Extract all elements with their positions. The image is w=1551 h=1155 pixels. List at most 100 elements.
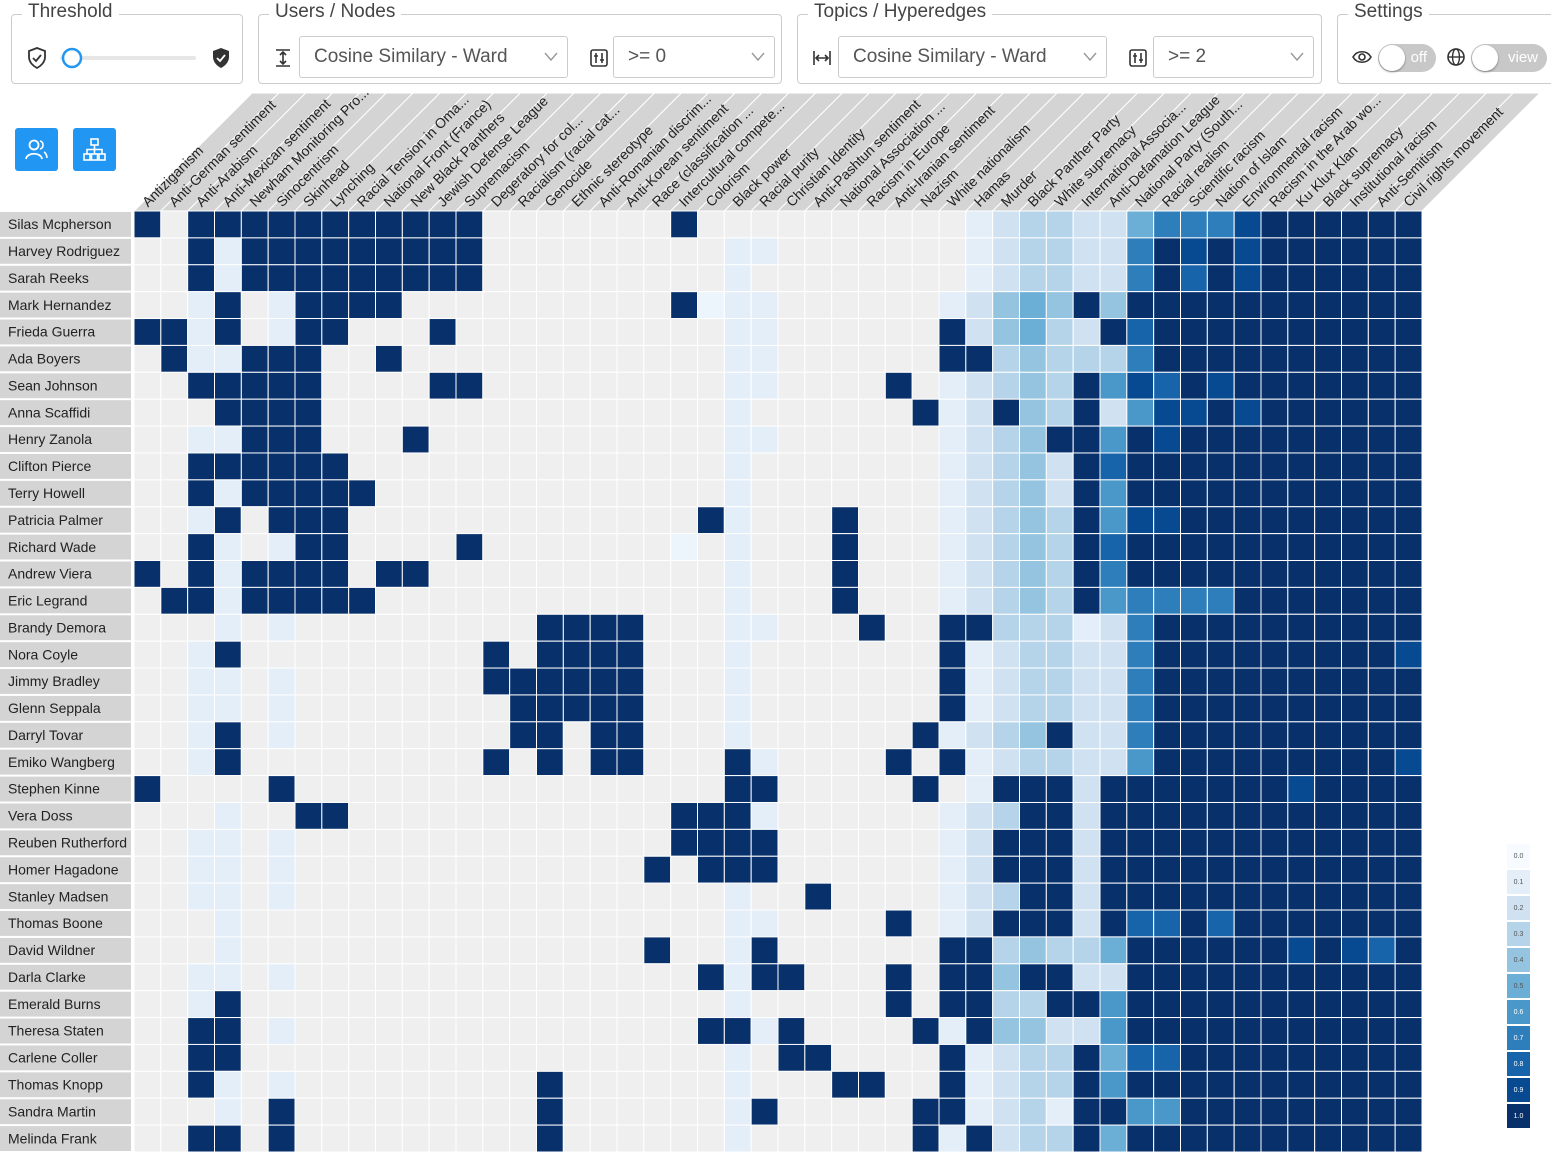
cell: [1126, 828, 1155, 857]
cell: [723, 775, 752, 803]
cell: [1072, 882, 1101, 911]
cell: [1287, 775, 1316, 803]
cell: [214, 694, 242, 723]
cell: [911, 936, 940, 965]
cell: [1099, 1017, 1128, 1045]
cell: [1314, 667, 1342, 696]
colorbar-label: 1.0: [1514, 1113, 1524, 1120]
cell: [723, 1070, 752, 1099]
cell: [777, 1124, 806, 1153]
cell: [455, 801, 484, 830]
cell: [723, 1097, 752, 1126]
colorbar-swatch: [1507, 870, 1530, 894]
cell: [187, 398, 216, 427]
cell: [1367, 371, 1396, 400]
width-icon: [813, 51, 831, 65]
cell: [401, 264, 430, 293]
cell: [1072, 506, 1101, 535]
cell: [992, 1070, 1021, 1099]
cell: [1341, 1017, 1369, 1045]
cell: [723, 560, 752, 588]
cell: [1126, 1070, 1155, 1099]
cell: [1314, 855, 1342, 884]
cell: [1314, 909, 1342, 938]
cell: [965, 721, 994, 750]
cell: [723, 721, 752, 750]
cell: [750, 828, 779, 857]
row-header: [0, 937, 131, 963]
cell: [1153, 801, 1181, 830]
cell: [187, 640, 216, 669]
cell: [1072, 1070, 1101, 1099]
cell: [858, 909, 886, 938]
user-button[interactable]: [15, 128, 58, 171]
users-method-select[interactable]: Cosine Similary - Ward: [299, 36, 568, 78]
row-header: [0, 453, 131, 479]
eye-icon: [1352, 50, 1372, 64]
cell: [1019, 963, 1047, 992]
cell: [1287, 318, 1316, 346]
cell: [777, 909, 806, 938]
hierarchy-button[interactable]: [73, 128, 116, 171]
cell: [1367, 452, 1396, 481]
cell: [321, 586, 350, 615]
cell: [133, 371, 162, 400]
cell: [1180, 990, 1208, 1019]
cell: [965, 291, 994, 320]
cell: [1206, 909, 1235, 938]
cell: [1341, 828, 1369, 857]
cell: [1126, 667, 1155, 696]
visibility-toggle[interactable]: off: [1378, 44, 1436, 72]
cell: [858, 1097, 886, 1126]
cell: [160, 667, 189, 696]
cell: [1233, 1017, 1262, 1045]
cell: [375, 318, 403, 346]
cell: [562, 613, 591, 642]
cell: [348, 586, 376, 615]
cell: [428, 318, 457, 346]
cell: [1019, 667, 1047, 696]
cell: [965, 452, 994, 481]
users-filter-select[interactable]: >= 0: [613, 36, 775, 78]
cell: [1099, 452, 1128, 481]
cell: [1260, 371, 1289, 400]
cell: [348, 963, 376, 992]
threshold-slider[interactable]: [56, 45, 206, 71]
cell: [965, 990, 994, 1019]
cell: [1045, 748, 1074, 777]
cell: [670, 613, 699, 642]
cell: [321, 640, 350, 669]
cell: [160, 237, 189, 266]
cell: [777, 990, 806, 1019]
cell: [133, 533, 162, 562]
mode-toggle[interactable]: view: [1471, 44, 1547, 72]
cell: [1394, 425, 1423, 454]
cell: [1153, 533, 1181, 562]
cell: [1287, 828, 1316, 857]
cell: [1394, 936, 1423, 965]
cell: [1072, 990, 1101, 1019]
cell: [267, 586, 296, 615]
cell: [911, 210, 940, 239]
row-header: [0, 642, 131, 668]
cell: [1287, 613, 1316, 642]
cell: [187, 748, 216, 777]
cell: [911, 775, 940, 803]
cell: [267, 936, 296, 965]
cell: [804, 694, 833, 723]
cell: [643, 882, 672, 911]
cell: [294, 667, 323, 696]
cell: [1180, 560, 1208, 588]
cell: [160, 640, 189, 669]
topics-method-select[interactable]: Cosine Similary - Ward: [838, 36, 1107, 78]
cell: [294, 586, 323, 615]
cell: [831, 775, 860, 803]
topics-filter-select[interactable]: >= 2: [1153, 36, 1314, 78]
cell: [1233, 801, 1262, 830]
cell: [723, 264, 752, 293]
cell: [1019, 855, 1047, 884]
cell: [831, 371, 860, 400]
cell: [884, 828, 913, 857]
cell: [884, 479, 913, 508]
cell: [509, 318, 537, 346]
